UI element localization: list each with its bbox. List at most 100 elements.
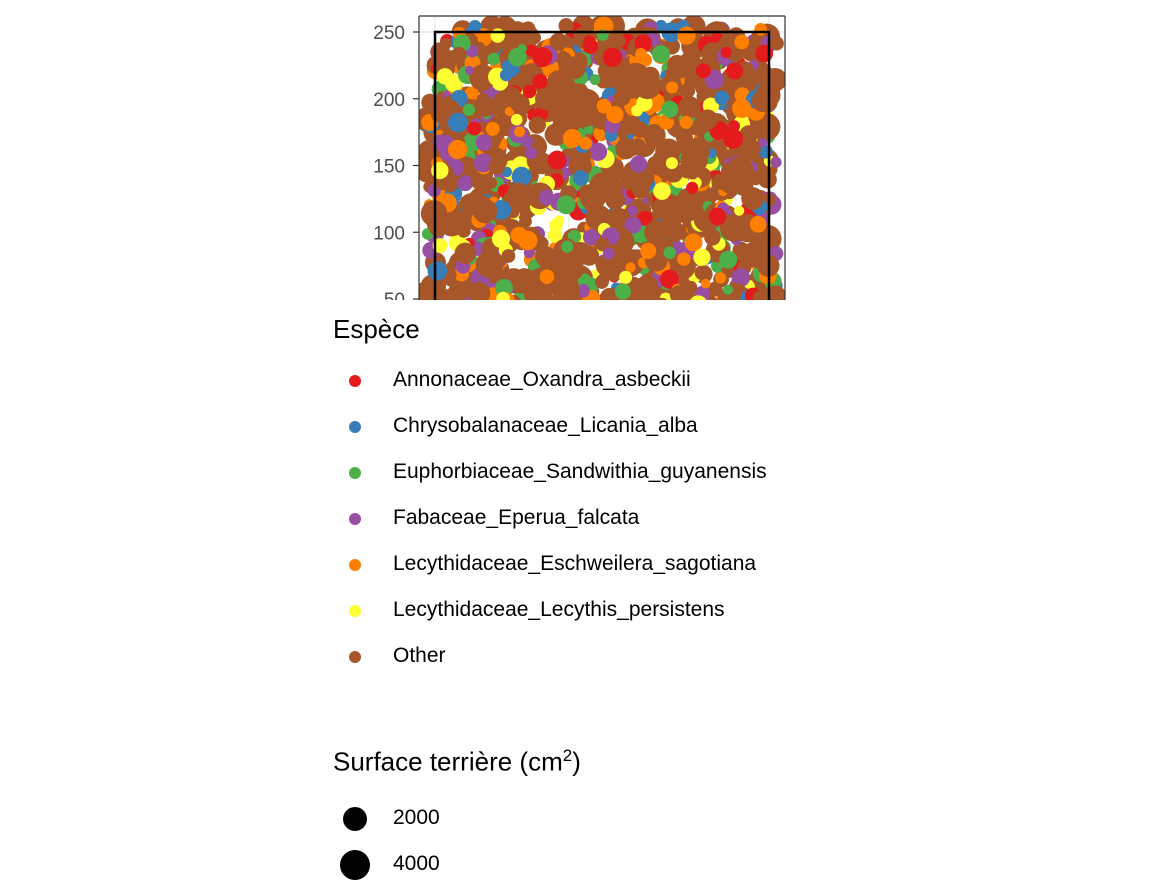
tree-point	[499, 68, 513, 82]
tree-point	[686, 167, 699, 180]
tree-point	[579, 245, 600, 266]
tree-point	[653, 182, 671, 200]
tree-point	[561, 240, 574, 253]
tree-point	[503, 86, 522, 105]
tree-point	[584, 124, 594, 135]
tree-point	[583, 229, 600, 246]
tree-point	[576, 284, 590, 298]
tree-point	[596, 273, 610, 287]
tree-point	[549, 32, 568, 51]
tree-point	[694, 265, 710, 280]
tree-point	[535, 87, 558, 111]
plot-area: 250 200 150 100 50	[373, 15, 786, 300]
tree-point	[451, 46, 467, 63]
tree-point	[614, 283, 632, 300]
tree-point	[758, 138, 768, 148]
tree-point	[422, 289, 445, 300]
legend-item-label: Fabaceae_Eperua_falcata	[393, 506, 640, 529]
tree-point	[475, 250, 504, 279]
y-tick-label: 50	[384, 290, 405, 300]
tree-point	[538, 189, 554, 206]
tree-point	[704, 228, 721, 246]
tree-point	[473, 95, 496, 117]
tree-point	[438, 294, 457, 300]
tree-point	[511, 166, 532, 187]
tree-point	[571, 100, 598, 127]
tree-point	[469, 64, 496, 91]
tree-point	[454, 242, 476, 264]
tree-point	[467, 281, 491, 300]
tree-point	[438, 54, 456, 73]
tree-point	[679, 115, 693, 129]
tree-point	[700, 278, 711, 289]
size-legend-title-superscript: 2	[562, 746, 573, 765]
tree-point	[720, 46, 732, 58]
tree-point	[439, 37, 452, 50]
tree-point	[627, 205, 638, 216]
tree-point	[464, 86, 479, 102]
tree-point	[677, 252, 691, 266]
tree-point	[471, 174, 486, 190]
size-legend-title-text: Surface terrière (cm	[333, 746, 563, 777]
tree-point	[447, 139, 468, 160]
tree-point	[644, 220, 668, 245]
tree-point	[558, 18, 574, 34]
tree-point	[637, 210, 653, 226]
tree-point	[719, 250, 738, 269]
tree-point	[619, 270, 633, 284]
tree-point	[547, 70, 571, 94]
tree-point	[722, 284, 734, 295]
tree-point	[457, 175, 474, 192]
tree-point	[528, 116, 546, 134]
legend-key-dot	[349, 651, 361, 663]
tree-point	[539, 269, 555, 285]
size-legend-key	[340, 850, 370, 880]
tree-point	[510, 113, 523, 126]
tree-point	[734, 205, 745, 216]
tree-point	[468, 20, 482, 33]
y-tick-label: 250	[373, 23, 405, 44]
tree-point	[739, 125, 759, 145]
tree-point	[554, 215, 565, 226]
tree-point	[669, 285, 688, 300]
tree-point	[430, 105, 448, 123]
tree-point	[640, 242, 657, 259]
tree-point	[436, 68, 454, 85]
legend-key-dot	[349, 421, 361, 433]
tree-point	[462, 103, 476, 117]
tree-point	[719, 214, 748, 242]
tree-point	[547, 228, 563, 243]
tree-point	[678, 96, 701, 119]
tree-point	[606, 106, 624, 124]
tree-point	[501, 249, 516, 263]
legend-key-dot	[349, 559, 361, 571]
tree-point	[680, 204, 697, 222]
tree-point	[749, 215, 767, 233]
tree-point	[485, 121, 500, 136]
tree-point	[674, 57, 690, 73]
tree-point	[631, 180, 650, 199]
tree-point	[651, 45, 670, 64]
tree-point	[663, 246, 676, 259]
tree-point	[532, 73, 548, 90]
tree-point	[432, 238, 448, 254]
legend-key-dot	[349, 467, 361, 479]
tree-point	[634, 34, 652, 52]
tree-point	[714, 90, 730, 106]
tree-point	[754, 23, 767, 36]
tree-point	[661, 100, 679, 118]
legend-item-label: Euphorbiaceae_Sandwithia_guyanensis	[393, 460, 767, 483]
tree-point	[631, 104, 643, 117]
y-axis: 250 200 150 100 50	[373, 23, 419, 300]
tree-point	[707, 281, 723, 297]
tree-point	[635, 48, 647, 60]
tree-point	[624, 216, 642, 234]
tree-point	[734, 34, 750, 50]
tree-point	[556, 195, 576, 215]
tree-point	[708, 207, 727, 226]
tree-point	[693, 248, 711, 266]
tree-point	[487, 52, 501, 66]
size-legend-title: Surface terrière (cm2)	[333, 746, 581, 778]
tree-point	[522, 84, 537, 99]
legend-item-label: Lecythidaceae_Eschweilera_sagotiana	[393, 552, 757, 575]
